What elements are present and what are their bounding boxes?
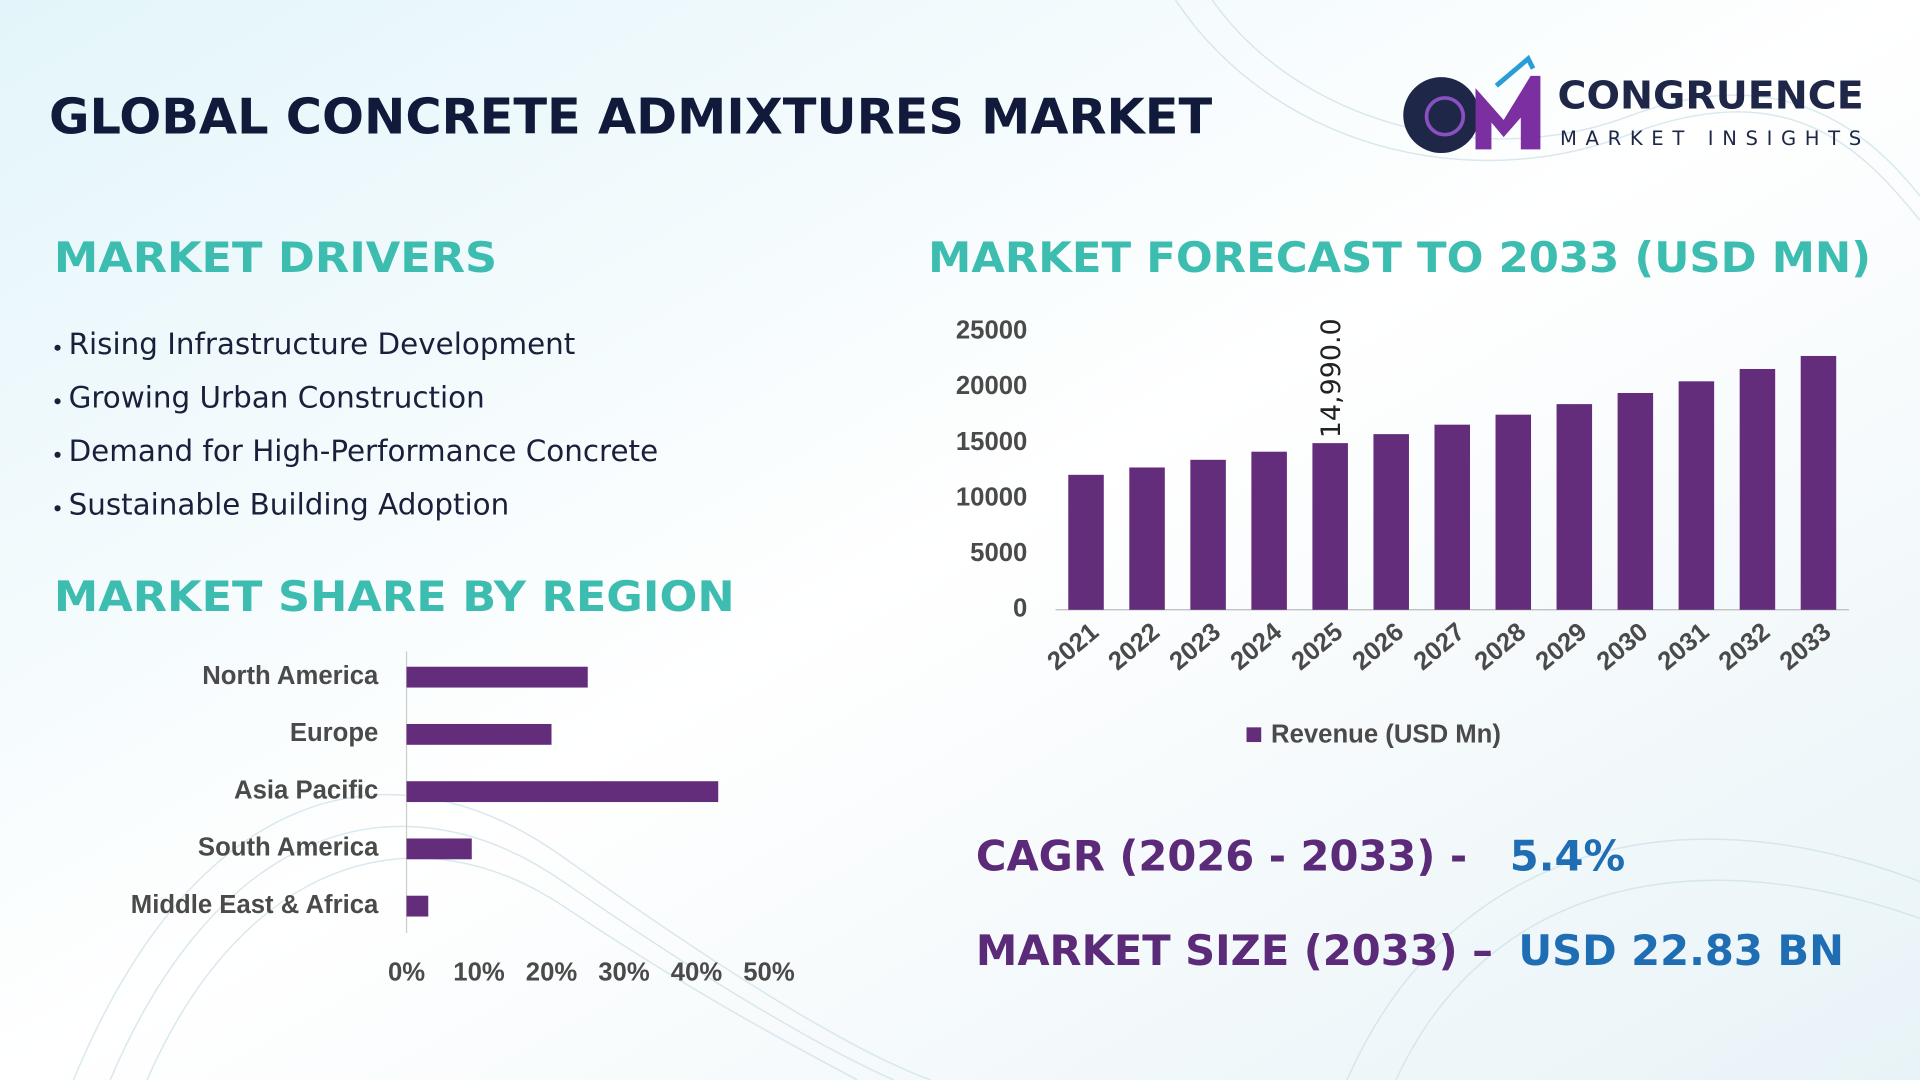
highlight-label: MARKET SIZE (2033) – [976,926,1493,975]
bar [1373,434,1409,610]
bar [1800,355,1837,610]
bar [1617,392,1654,610]
driver-item: Growing Urban Construction [69,380,485,414]
y-tick-label: Europe [290,719,379,747]
bar [406,781,719,803]
y-tick-label: 20000 [956,372,1027,400]
region-title: MARKET SHARE BY REGION [54,572,735,621]
x-tick-label: 50% [743,958,795,986]
bar [1678,381,1715,610]
bar [406,723,552,745]
bar [1251,451,1287,610]
y-tick-label: North America [202,662,379,690]
bar [1556,404,1593,610]
logo-name: CONGRUENCE [1558,73,1864,117]
legend-label: Revenue (USD Mn) [1271,721,1501,749]
wave-decor [72,0,1920,1080]
bar [1129,467,1165,610]
bar [1190,459,1226,610]
bar [406,838,472,860]
bar [406,895,429,917]
region-chart: 0% 10% 20% 30% 40% 50% North America Europe Asia… [131,651,795,986]
highlight-value: 5.4% [1510,832,1625,881]
y-tick-label: South America [198,834,379,862]
drivers-list: Rising Infrastructure Development Growing… [54,327,659,521]
bar [1739,368,1776,610]
driver-item: Rising Infrastructure Development [69,327,576,361]
y-tick-label: 5000 [970,539,1027,567]
driver-item: Sustainable Building Adoption [69,487,510,521]
highlight-value: USD 22.83 BN [1518,926,1844,975]
legend-swatch [1246,727,1262,743]
logo-globe [1424,96,1466,137]
x-tick-label: 10% [453,958,505,986]
bar [1495,414,1532,610]
bar [1312,443,1348,610]
bar [1434,424,1470,610]
bullet [54,505,61,512]
x-tick-label: 0% [388,958,425,986]
forecast-title: MARKET FORECAST TO 2033 (USD MN) [928,233,1871,282]
drivers-title: MARKET DRIVERS [54,233,497,282]
y-tick-label: 10000 [956,483,1027,511]
y-tick-label: 0 [1013,595,1027,623]
x-tick-label: 20% [526,958,578,986]
y-tick-label: Asia Pacific [234,776,378,804]
bar [1068,474,1104,610]
driver-item: Demand for High-Performance Concrete [69,434,659,468]
bullet [54,451,61,458]
logo-arrow [1494,54,1536,88]
logo-tagline: MARKET INSIGHTS [1560,127,1861,150]
bullet [54,398,61,405]
bullet [54,344,61,351]
y-tick-label: 25000 [956,317,1027,345]
highlights: CAGR (2026 - 2033) - 5.4% MARKET SIZE (203… [976,832,1844,975]
y-tick-label: 15000 [956,428,1027,456]
x-tick-label: 30% [598,958,650,986]
x-tick-label: 40% [671,958,723,986]
logo-m [1475,75,1541,150]
logo-mark [1403,77,1480,154]
highlight-label: CAGR (2026 - 2033) - [976,832,1467,881]
logo: CONGRUENCE MARKET INSIGHTS [1403,54,1864,154]
bar [406,666,588,688]
page-title: GLOBAL CONCRETE ADMIXTURES MARKET [49,89,1213,146]
y-tick-label: Middle East & Africa [131,891,379,919]
value-label: 14,990.0 [1316,318,1347,438]
